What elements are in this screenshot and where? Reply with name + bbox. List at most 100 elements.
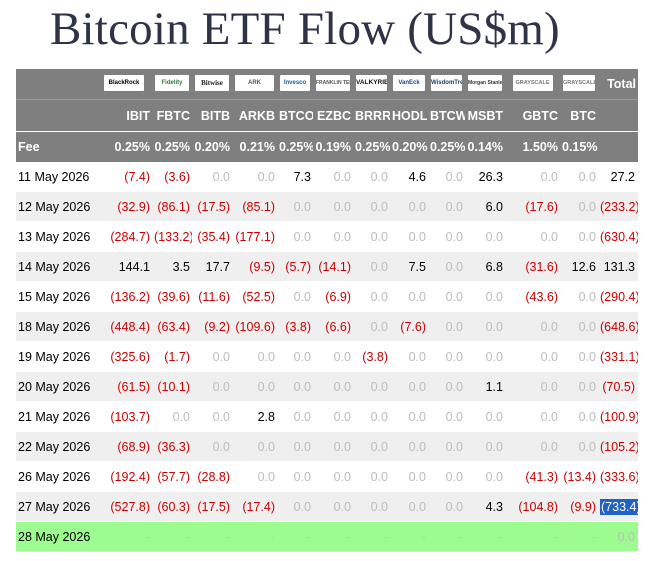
flow-cell-fbtc: (10.1)	[152, 372, 192, 402]
flow-cell-brrr: (3.8)	[353, 342, 390, 372]
table-row: 15 May 2026 (136.2) (39.6) (11.6) (52.5) 0.0(…	[16, 282, 638, 312]
row-total: 27.2	[610, 169, 635, 184]
flow-cell-btc: 0.0	[560, 162, 598, 192]
flow-cell-hodl: 0.0	[390, 282, 428, 312]
flow-cell-brrr: 0.0	[353, 222, 390, 252]
issuer-logo-cell: Bitwise	[192, 69, 232, 99]
flow-cell-btcw: 0.0	[428, 222, 465, 252]
row-total-cell: (331.1)	[598, 342, 638, 372]
row-total-cell: 27.2	[598, 162, 638, 192]
row-date: 18 May 2026	[16, 312, 96, 342]
row-date: 14 May 2026	[16, 252, 96, 282]
flow-cell-ezbc: 0.0	[313, 462, 353, 492]
flow-cell-btcw: 0.0	[428, 462, 465, 492]
flow-cell-msbt: 0.0	[465, 342, 505, 372]
flow-cell-btco: 0.0	[277, 372, 313, 402]
ticker-header-btco: BTCO	[277, 99, 313, 131]
fee-cell: 0.25%	[152, 131, 192, 162]
row-total-cell: (233.2)	[598, 192, 638, 222]
flow-cell-ibit: (61.5)	[96, 372, 152, 402]
flow-cell-msbt: 4.3	[465, 492, 505, 522]
flow-cell-ezbc: 0.0	[313, 432, 353, 462]
flow-cell-brrr: 0.0	[353, 282, 390, 312]
flow-cell-btco: 0.0	[277, 342, 313, 372]
flow-cell-hodl: 0.0	[390, 192, 428, 222]
flow-cell-btco: 0.0	[277, 222, 313, 252]
flow-cell-gbtc: -	[505, 522, 560, 552]
flow-cell-bitb: (11.6)	[192, 282, 232, 312]
flow-cell-ezbc: 0.0	[313, 222, 353, 252]
flow-cell-gbtc: 0.0	[505, 312, 560, 342]
fee-cell: 0.20%	[390, 131, 428, 162]
row-date: 26 May 2026	[16, 462, 96, 492]
row-total-cell: (733.4)	[598, 492, 638, 522]
flow-cell-btc: -	[560, 522, 598, 552]
flow-cell-btcw: 0.0	[428, 342, 465, 372]
flow-cell-btc: (13.4)	[560, 462, 598, 492]
flow-cell-fbtc: 0.0	[152, 402, 192, 432]
flow-cell-bitb: 0.0	[192, 402, 232, 432]
flow-cell-fbtc: (60.3)	[152, 492, 192, 522]
flow-cell-btcw: 0.0	[428, 282, 465, 312]
flow-cell-ibit: (68.9)	[96, 432, 152, 462]
issuer-logo-row: BlackRock Fidelity Bitwise ARK Invesco FRANKL…	[16, 69, 638, 99]
ticker-total-blank	[598, 99, 638, 131]
fee-cell: 0.15%	[560, 131, 598, 162]
row-date: 20 May 2026	[16, 372, 96, 402]
flow-cell-fbtc: (133.2)	[152, 222, 192, 252]
flow-cell-gbtc: 0.0	[505, 432, 560, 462]
flow-cell-fbtc: (3.6)	[152, 162, 192, 192]
flow-cell-gbtc: 0.0	[505, 402, 560, 432]
flow-cell-ezbc: (14.1)	[313, 252, 353, 282]
ticker-header-hodl: HODL	[390, 99, 428, 131]
flow-cell-ibit: -	[96, 522, 152, 552]
table-row: 12 May 2026 (32.9) (86.1) (17.5) (85.1) 0.0 0.…	[16, 192, 638, 222]
flow-cell-ibit: (325.6)	[96, 342, 152, 372]
row-total-cell: (70.5)	[598, 372, 638, 402]
table-row: 13 May 2026 (284.7) (133.2) (35.4) (177.1) 0.…	[16, 222, 638, 252]
grayscale-logo: GRAYSCALE	[563, 74, 595, 91]
ticker-header-msbt: MSBT	[465, 99, 505, 131]
flow-cell-btcw: 0.0	[428, 312, 465, 342]
title-bar: Bitcoin ETF Flow (US$m)	[0, 0, 648, 68]
fee-cell: 0.19%	[313, 131, 353, 162]
flow-cell-fbtc: 3.5	[152, 252, 192, 282]
table-row: 22 May 2026 (68.9) (36.3) 0.0 0.0 0.0 0.0 0.0 0.…	[16, 432, 638, 462]
flow-cell-fbtc: (1.7)	[152, 342, 192, 372]
flow-cell-hodl: 7.5	[390, 252, 428, 282]
flow-cell-hodl: -	[390, 522, 428, 552]
flow-cell-bitb: (28.8)	[192, 462, 232, 492]
flow-cell-bitb: 0.0	[192, 432, 232, 462]
flow-cell-bitb: 0.0	[192, 342, 232, 372]
valkyrie-logo: VALKYRIE	[356, 74, 387, 91]
flow-cell-btcw: 0.0	[428, 432, 465, 462]
flow-cell-bitb: (9.2)	[192, 312, 232, 342]
flow-cell-btco: 0.0	[277, 192, 313, 222]
fee-total-blank	[598, 131, 638, 162]
flow-cell-ezbc: 0.0	[313, 402, 353, 432]
flow-cell-ibit: (32.9)	[96, 192, 152, 222]
morgan-stanley-logo: Morgan Stanley	[468, 74, 502, 91]
issuer-logo-cell: GRAYSCALE	[505, 69, 560, 99]
total-header: Total	[598, 69, 638, 99]
flow-cell-ezbc: 0.0	[313, 192, 353, 222]
flow-cell-hodl: 0.0	[390, 342, 428, 372]
flow-cell-btcw: 0.0	[428, 162, 465, 192]
ark-logo: ARK	[235, 74, 274, 91]
flow-cell-btc: 12.6	[560, 252, 598, 282]
issuer-logo-cell: ARK	[232, 69, 277, 99]
flow-cell-btc: 0.0	[560, 222, 598, 252]
flow-cell-bitb: (35.4)	[192, 222, 232, 252]
flow-cell-btc: 0.0	[560, 402, 598, 432]
flow-cell-arkb: (109.6)	[232, 312, 277, 342]
flow-cell-bitb: (17.5)	[192, 192, 232, 222]
flow-cell-hodl: (7.6)	[390, 312, 428, 342]
flow-cell-arkb: (17.4)	[232, 492, 277, 522]
row-date: 15 May 2026	[16, 282, 96, 312]
row-total: (105.2)	[600, 439, 638, 454]
flow-cell-ibit: (448.4)	[96, 312, 152, 342]
flow-cell-ibit: (136.2)	[96, 282, 152, 312]
blackrock-logo: BlackRock	[104, 74, 144, 91]
table-body: 11 May 2026 (7.4) (3.6) 0.0 0.0 7.3 0.0 0.0 4.6 0…	[16, 162, 638, 552]
row-total: (233.2)	[600, 199, 638, 214]
